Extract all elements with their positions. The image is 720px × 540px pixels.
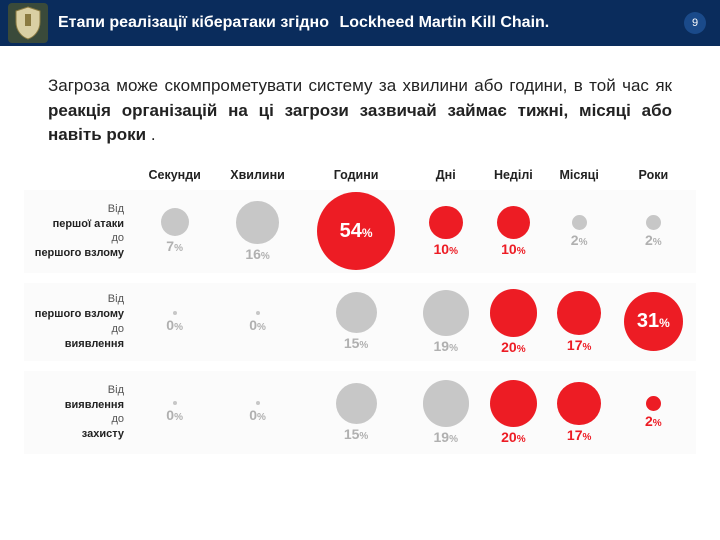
- bubble-cell: 20%: [479, 366, 547, 454]
- bubble-chart: Секунди Хвилини Години Дні Неділі Місяці…: [0, 162, 720, 454]
- bubble-row: Відпершої атакидопершого взлому 7% 16% 54% 1…: [24, 190, 696, 278]
- row-header: Відпершої атакидопершого взлому: [24, 190, 134, 278]
- bubble-circle: [646, 215, 661, 230]
- bubble-circle: [497, 206, 531, 240]
- bubble-circle: [336, 383, 377, 424]
- intro-paragraph: Загроза може скомпрометувати систему за …: [0, 46, 720, 162]
- bubble-circle: [173, 311, 177, 315]
- bubble-value: 2%: [645, 232, 662, 248]
- bubble-value: 15%: [344, 335, 368, 351]
- bubble-circle: [236, 201, 278, 243]
- col-header: Години: [300, 162, 413, 190]
- para-normal: Загроза може скомпрометувати систему за …: [48, 76, 672, 95]
- bubble-circle: [423, 380, 469, 426]
- bubble-circle: [173, 401, 177, 405]
- bubble-circle: [557, 291, 601, 335]
- bubble-cell: 0%: [134, 366, 215, 454]
- bubble-circle: [336, 292, 377, 333]
- col-header: Секунди: [134, 162, 215, 190]
- bubble-cell: 15%: [300, 278, 413, 366]
- bubble-circle: [256, 401, 260, 405]
- bubble-cell: 2%: [611, 366, 696, 454]
- bubble-cell: 19%: [412, 278, 479, 366]
- bubble-value: 20%: [501, 429, 525, 445]
- bubble-circle: [490, 380, 537, 427]
- bubble-value: 10%: [501, 241, 525, 257]
- bubble-cell: 16%: [215, 190, 300, 278]
- bubble-circle: [161, 208, 189, 236]
- col-header: Роки: [611, 162, 696, 190]
- slide-title: Етапи реалізації кібератаки згідно Lockh…: [58, 14, 684, 32]
- title-part2: Lockheed Martin Kill Chain.: [339, 14, 549, 31]
- bubble-value: 31%: [637, 310, 670, 333]
- bubble-value: 20%: [501, 339, 525, 355]
- bubble-value: 17%: [567, 427, 591, 443]
- bubble-cell: 2%: [548, 190, 611, 278]
- bubble-value: 2%: [645, 413, 662, 429]
- bubble-value: 16%: [245, 246, 269, 262]
- page-number: 9: [692, 17, 698, 29]
- bubble-value: 2%: [571, 232, 588, 248]
- bubble-value: 19%: [433, 429, 457, 445]
- bubble-cell: 17%: [548, 366, 611, 454]
- bubble-cell: 19%: [412, 366, 479, 454]
- bubble-value: 19%: [433, 338, 457, 354]
- bubble-value: 17%: [567, 337, 591, 353]
- row-header: Відвиявленнядозахисту: [24, 366, 134, 454]
- col-header: Хвилини: [215, 162, 300, 190]
- bubble-value: 7%: [166, 238, 183, 254]
- bubble-circle: 54%: [317, 192, 395, 270]
- bubble-circle: [490, 289, 537, 336]
- bubble-circle: 31%: [624, 292, 683, 351]
- bubble-cell: 0%: [215, 366, 300, 454]
- bubble-circle: [646, 396, 661, 411]
- bubble-row: Відвиявленнядозахисту 0% 0% 15% 19% 20% 17% 2%: [24, 366, 696, 454]
- title-part1: Етапи реалізації кібератаки згідно: [58, 14, 329, 31]
- slide-header: Етапи реалізації кібератаки згідно Lockh…: [0, 0, 720, 46]
- bubble-value: 10%: [433, 241, 457, 257]
- col-header: Дні: [412, 162, 479, 190]
- bubble-value: 0%: [166, 407, 183, 423]
- bubble-cell: 31%: [611, 278, 696, 366]
- bubble-circle: [423, 290, 469, 336]
- bubble-value: 15%: [344, 426, 368, 442]
- bubble-value: 54%: [340, 220, 373, 243]
- bubble-value: 0%: [249, 317, 266, 333]
- bubble-cell: 0%: [134, 278, 215, 366]
- bubble-cell: 15%: [300, 366, 413, 454]
- bubble-cell: 17%: [548, 278, 611, 366]
- shield-icon: [13, 6, 43, 40]
- col-header: Місяці: [548, 162, 611, 190]
- page-number-badge: 9: [684, 12, 706, 34]
- bubble-value: 0%: [249, 407, 266, 423]
- bubble-row: Відпершого взломудовиявлення 0% 0% 15% 19% 20…: [24, 278, 696, 366]
- crest-logo: [8, 3, 48, 43]
- bubble-cell: 0%: [215, 278, 300, 366]
- bubble-cell: 20%: [479, 278, 547, 366]
- bubble-circle: [572, 215, 587, 230]
- row-header: Відпершого взломудовиявлення: [24, 278, 134, 366]
- bubble-value: 0%: [166, 317, 183, 333]
- bubble-cell: 54%: [300, 190, 413, 278]
- bubble-circle: [557, 382, 601, 426]
- bubble-cell: 10%: [412, 190, 479, 278]
- bubble-circle: [429, 206, 463, 240]
- para-tail: .: [146, 125, 155, 144]
- col-header: Неділі: [479, 162, 547, 190]
- bubble-cell: 10%: [479, 190, 547, 278]
- bubble-circle: [256, 311, 260, 315]
- bubble-cell: 2%: [611, 190, 696, 278]
- bubble-table: Секунди Хвилини Години Дні Неділі Місяці…: [24, 162, 696, 454]
- bubble-cell: 7%: [134, 190, 215, 278]
- para-bold: реакція організацій на ці загрози зазвич…: [48, 101, 672, 145]
